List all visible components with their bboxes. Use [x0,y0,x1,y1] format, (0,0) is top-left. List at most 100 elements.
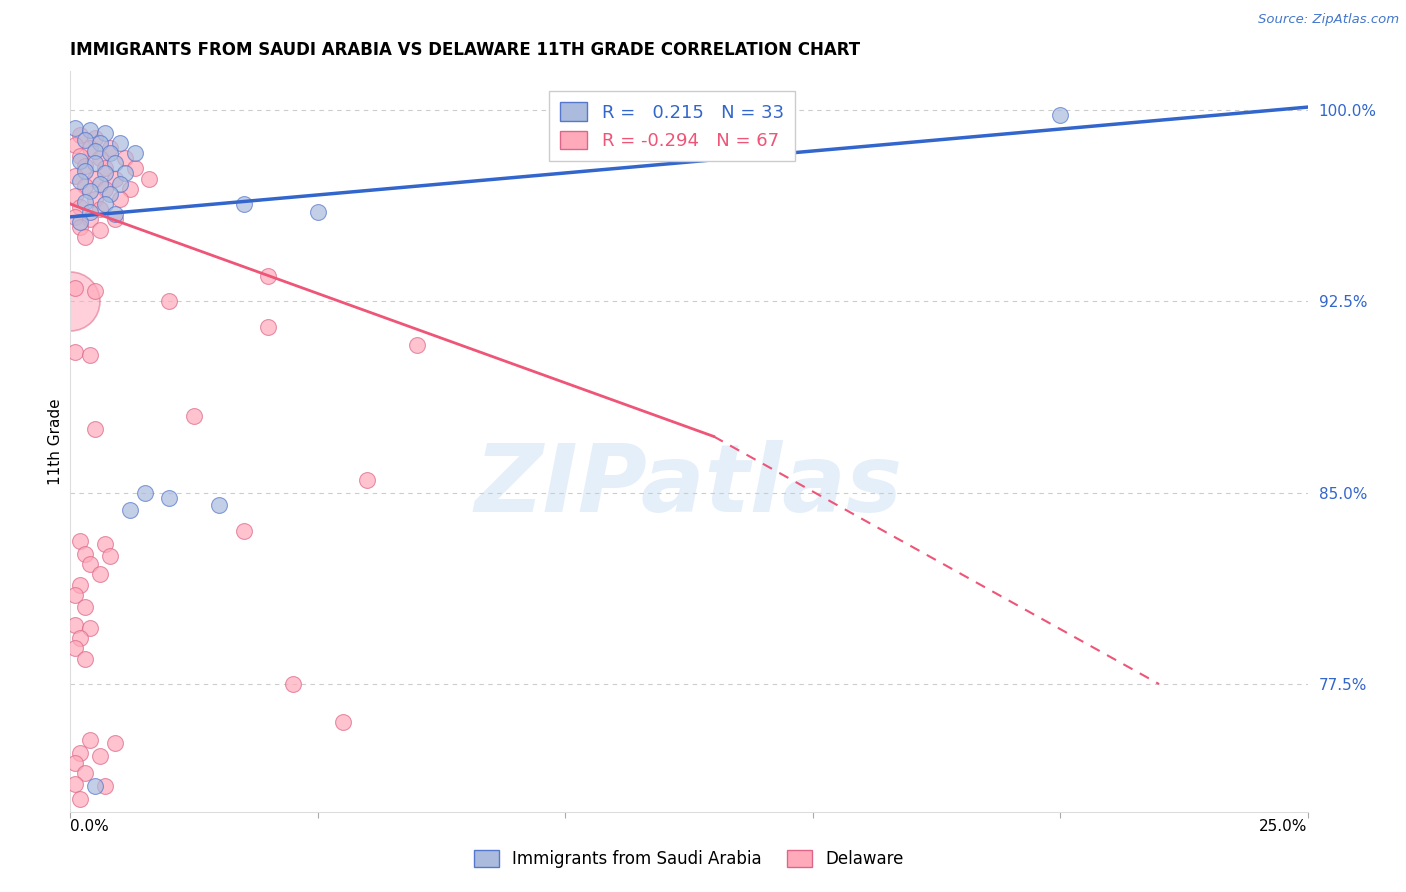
Point [69,215,91,229]
Point [69,631,91,645]
Point [281,677,304,691]
Point [208,499,231,513]
Point [118,182,141,196]
Point [157,294,180,309]
Point [118,503,141,517]
Point [1049,108,1071,122]
Point [104,207,127,221]
Point [69,746,91,760]
Point [75,159,97,173]
Point [84,284,107,298]
Point [79,185,101,199]
Point [69,534,91,549]
Point [94,536,117,550]
Text: 0.0%: 0.0% [70,820,110,834]
Point [79,348,101,362]
Point [94,779,117,793]
Text: 25.0%: 25.0% [1260,820,1308,834]
Point [157,491,180,505]
Point [84,156,107,170]
Point [69,577,91,591]
Point [104,736,127,750]
Point [89,222,111,236]
Legend: Immigrants from Saudi Arabia, Delaware: Immigrants from Saudi Arabia, Delaware [467,843,911,875]
Point [65,281,87,295]
Point [69,153,91,168]
Point [94,182,117,196]
Point [65,189,87,203]
Point [79,557,101,571]
Y-axis label: 11th Grade: 11th Grade [48,398,63,485]
Point [356,473,378,487]
Point [94,197,117,211]
Point [79,141,101,155]
Point [232,197,254,211]
Point [98,141,121,155]
Point [183,409,205,423]
Point [89,177,111,191]
Point [108,177,131,191]
Point [84,422,107,436]
Point [98,186,121,201]
Point [75,766,97,780]
Point [75,651,97,665]
Point [65,641,87,656]
Point [79,212,101,227]
Point [65,777,87,791]
Point [405,337,427,351]
Point [65,345,87,359]
Point [89,748,111,763]
Point [65,169,87,183]
Text: Source: ZipAtlas.com: Source: ZipAtlas.com [1258,13,1399,27]
Point [134,485,156,500]
Point [89,151,111,165]
Point [65,756,87,771]
Point [84,130,107,145]
Point [257,268,280,283]
Point [84,144,107,158]
Point [114,166,136,180]
Point [104,171,127,186]
Point [69,128,91,143]
Text: ZIPatlas: ZIPatlas [475,440,903,532]
Point [232,524,254,538]
Point [69,200,91,214]
Point [307,204,329,219]
Point [124,146,146,161]
Point [65,210,87,224]
Point [84,779,107,793]
Point [84,171,107,186]
Point [79,733,101,747]
Point [89,567,111,582]
Point [257,319,280,334]
Point [75,194,97,209]
Point [79,621,101,635]
Point [94,166,117,180]
Point [75,600,97,615]
Point [69,220,91,235]
Point [94,126,117,140]
Point [108,192,131,206]
Point [94,161,117,176]
Point [332,715,354,730]
Point [84,192,107,206]
Point [65,120,87,135]
Point [75,164,97,178]
Point [138,171,160,186]
Point [75,230,97,244]
Point [124,161,146,176]
Point [69,174,91,188]
Point [75,133,97,147]
Point [65,588,87,602]
Point [114,151,136,165]
Point [75,547,97,561]
Point [98,146,121,161]
Text: IMMIGRANTS FROM SAUDI ARABIA VS DELAWARE 11TH GRADE CORRELATION CHART: IMMIGRANTS FROM SAUDI ARABIA VS DELAWARE… [70,41,860,59]
Point [104,156,127,170]
Point [89,136,111,150]
Point [59,294,82,309]
Point [89,202,111,217]
Point [79,123,101,137]
Point [75,179,97,194]
Point [65,618,87,632]
